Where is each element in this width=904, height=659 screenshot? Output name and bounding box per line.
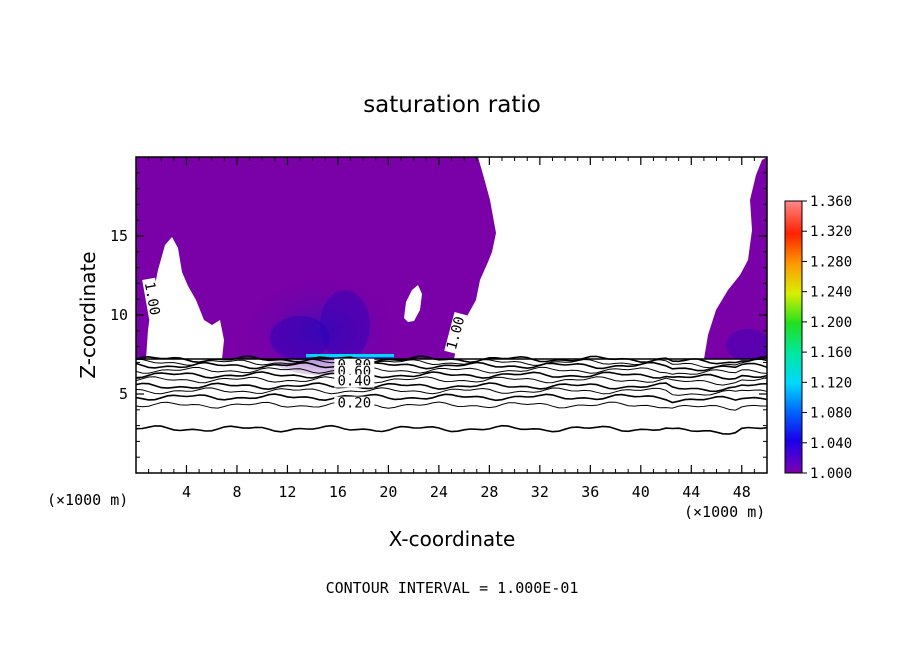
contour-line: [136, 366, 767, 375]
contour-line: [136, 387, 767, 396]
dry-pocket-small: [404, 285, 422, 322]
contour-line: [136, 424, 767, 435]
x-tick-label: 40: [632, 483, 650, 501]
x-tick-label: 16: [329, 483, 347, 501]
x-tick-label: 4: [182, 483, 191, 501]
contour-line: [136, 393, 767, 404]
colorbar-label: 1.160: [810, 345, 852, 361]
contour-label-bg: [142, 277, 162, 320]
core-shading-right: [726, 329, 767, 361]
x-ticks: 4 8 12 16 20 24 28 32 36 40 44 48: [148, 157, 755, 501]
chart-title: saturation ratio: [363, 92, 541, 118]
contour-lines: [136, 355, 767, 435]
colorbar: [785, 201, 802, 473]
contour-line: [136, 382, 767, 393]
contour-label: 1.00: [141, 281, 163, 317]
colorbar-label: 1.360: [810, 194, 852, 210]
plot-area: 1.001.000.800.600.400.20: [136, 157, 767, 435]
x-tick-label: 12: [278, 483, 296, 501]
colorbar-label: 1.040: [810, 436, 852, 452]
x-tick-label: 24: [430, 483, 448, 501]
x-tick-label: 8: [232, 483, 241, 501]
colorbar-label: 1.240: [810, 285, 852, 301]
colorbar-label: 1.120: [810, 375, 852, 391]
contour-line: [136, 358, 767, 369]
x-axis-label: X-coordinate: [389, 527, 516, 551]
x-tick-label: 32: [531, 483, 549, 501]
y-ticks: 5 10 15: [110, 172, 767, 458]
x-tick-label: 20: [379, 483, 397, 501]
x-unit-right: (×1000 m): [684, 503, 765, 521]
contour-line: [136, 401, 767, 411]
x-unit-left: (×1000 m): [47, 491, 128, 509]
x-tick-label: 36: [581, 483, 599, 501]
y-tick-label: 5: [119, 385, 128, 403]
y-tick-label: 10: [110, 306, 128, 324]
contour-line: [136, 371, 767, 381]
contour-interval-note: CONTOUR INTERVAL = 1.000E-01: [326, 579, 579, 597]
colorbar-label: 1.320: [810, 224, 852, 240]
core-shading-left: [270, 316, 330, 360]
contour-line: [136, 361, 767, 372]
contour-line: [136, 376, 767, 386]
colorbar-label: 1.080: [810, 406, 852, 422]
contour-label: 0.40: [337, 374, 371, 390]
core-shading-center: [320, 290, 370, 360]
colorbar-label: 1.280: [810, 254, 852, 270]
x-tick-label: 44: [682, 483, 700, 501]
contour-label-bg: [444, 312, 468, 355]
contour-label-bg: [334, 396, 375, 410]
contour-label: 0.20: [337, 396, 371, 412]
y-tick-label: 15: [110, 227, 128, 245]
colorbar-label: 1.200: [810, 315, 852, 331]
contour-label-bg: [334, 374, 375, 388]
colorbar-labels: 1.360 1.320 1.280 1.240 1.200 1.160 1.120 1.080…: [802, 194, 852, 482]
dry-pocket-left: [146, 237, 224, 359]
x-tick-label: 48: [733, 483, 751, 501]
colorbar-label: 1.000: [810, 466, 852, 482]
x-tick-label: 28: [480, 483, 498, 501]
colorbar-frame: [784, 200, 803, 474]
y-axis-label: Z-coordinate: [76, 251, 100, 378]
